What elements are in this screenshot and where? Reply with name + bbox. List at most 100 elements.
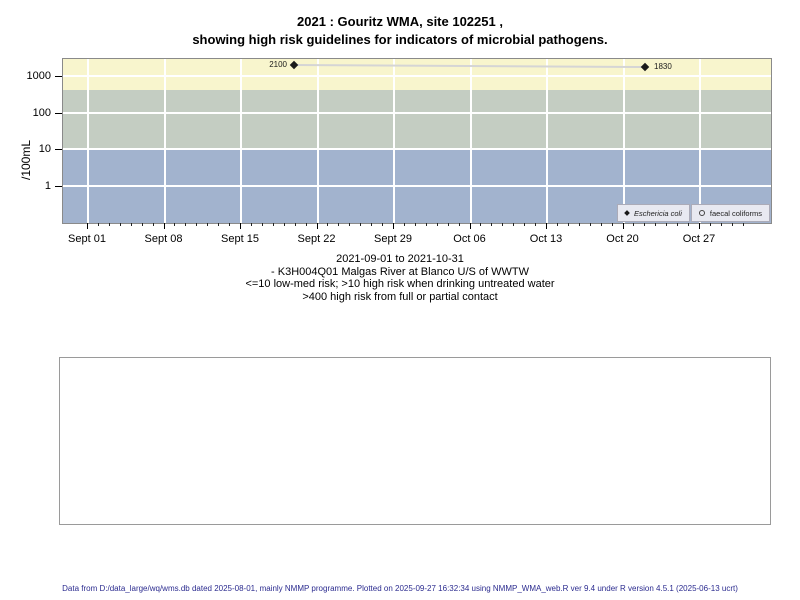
- h-gridline: [63, 185, 771, 187]
- x-minor-tick: [142, 223, 143, 226]
- v-gridline: [546, 59, 548, 223]
- x-major-tick: [240, 223, 241, 229]
- y-axis: 1000 100 10 1: [0, 59, 62, 223]
- x-minor-tick: [480, 223, 481, 226]
- data-point-label-1830: 1830: [654, 62, 680, 71]
- subtitle-date-range: 2021-09-01 to 2021-10-31: [0, 253, 800, 266]
- x-minor-tick: [459, 223, 460, 226]
- v-gridline: [87, 59, 89, 223]
- x-minor-tick: [382, 223, 383, 226]
- x-tick-label: Oct 20: [593, 233, 653, 245]
- subtitle-guideline-drinking: <=10 low-med risk; >10 high risk when dr…: [0, 278, 800, 291]
- x-minor-tick: [535, 223, 536, 226]
- x-tick-label: Sept 08: [134, 233, 194, 245]
- x-minor-tick: [131, 223, 132, 226]
- x-minor-tick: [284, 223, 285, 226]
- x-minor-tick: [721, 223, 722, 226]
- y-tick: [55, 113, 62, 114]
- plot-panel: 2100 1830 Eschericia coli faecal colifor…: [62, 58, 772, 224]
- x-minor-tick: [218, 223, 219, 226]
- x-major-tick: [164, 223, 165, 229]
- x-minor-tick: [448, 223, 449, 226]
- empty-second-panel: [59, 357, 771, 525]
- y-tick-label: 1000: [0, 70, 51, 82]
- x-minor-tick: [120, 223, 121, 226]
- x-minor-tick: [415, 223, 416, 226]
- x-minor-tick: [327, 223, 328, 226]
- x-major-tick: [470, 223, 471, 229]
- legend-label-ecoli: Eschericia coli: [634, 209, 682, 218]
- x-minor-tick: [743, 223, 744, 226]
- x-minor-tick: [590, 223, 591, 226]
- x-major-tick: [393, 223, 394, 229]
- x-minor-tick: [109, 223, 110, 226]
- v-gridline: [317, 59, 319, 223]
- legend-item-faecal-coliforms: faecal coliforms: [691, 204, 770, 222]
- x-major-tick: [623, 223, 624, 229]
- x-tick-label: Sept 29: [363, 233, 423, 245]
- x-tick-label: Sept 15: [210, 233, 270, 245]
- x-tick-label: Oct 13: [516, 233, 576, 245]
- x-tick-label: Oct 27: [669, 233, 729, 245]
- x-minor-tick: [579, 223, 580, 226]
- h-gridline: [63, 112, 771, 114]
- x-major-tick: [546, 223, 547, 229]
- footer-provenance: Data from D:/data_large/wq/wms.db dated …: [0, 584, 800, 593]
- x-minor-tick: [349, 223, 350, 226]
- x-minor-tick: [633, 223, 634, 226]
- x-minor-tick: [174, 223, 175, 226]
- y-tick-label: 1: [0, 180, 51, 192]
- open-circle-icon: [699, 210, 705, 216]
- h-gridline: [63, 75, 771, 77]
- x-minor-tick: [207, 223, 208, 226]
- x-minor-tick: [371, 223, 372, 226]
- subtitle-guideline-contact: >400 high risk from full or partial cont…: [0, 291, 800, 304]
- x-tick-label: Oct 06: [440, 233, 500, 245]
- subtitle-site: - K3H004Q01 Malgas River at Blanco U/S o…: [0, 266, 800, 279]
- x-minor-tick: [306, 223, 307, 226]
- legend-item-ecoli: Eschericia coli: [617, 204, 690, 222]
- x-minor-tick: [360, 223, 361, 226]
- x-minor-tick: [426, 223, 427, 226]
- x-minor-tick: [557, 223, 558, 226]
- x-minor-tick: [732, 223, 733, 226]
- y-tick: [55, 186, 62, 187]
- x-minor-tick: [295, 223, 296, 226]
- legend: Eschericia coli faecal coliforms: [617, 204, 770, 222]
- legend-label-faecal-coliforms: faecal coliforms: [710, 209, 762, 218]
- x-major-tick: [317, 223, 318, 229]
- x-axis: Sept 01Sept 08Sept 15Sept 22Sept 29Oct 0…: [62, 223, 771, 249]
- chart-title-line2: showing high risk guidelines for indicat…: [0, 31, 800, 49]
- x-minor-tick: [568, 223, 569, 226]
- chart-title-line1: 2021 : Gouritz WMA, site 102251 ,: [0, 13, 800, 31]
- x-minor-tick: [666, 223, 667, 226]
- x-major-tick: [699, 223, 700, 229]
- x-minor-tick: [513, 223, 514, 226]
- x-minor-tick: [524, 223, 525, 226]
- x-tick-label: Sept 01: [57, 233, 117, 245]
- x-minor-tick: [153, 223, 154, 226]
- x-tick-label: Sept 22: [287, 233, 347, 245]
- y-tick-label: 100: [0, 107, 51, 119]
- v-gridline: [623, 59, 625, 223]
- x-minor-tick: [185, 223, 186, 226]
- y-tick: [55, 76, 62, 77]
- x-major-tick: [87, 223, 88, 229]
- v-gridline: [470, 59, 472, 223]
- x-minor-tick: [262, 223, 263, 226]
- x-minor-tick: [644, 223, 645, 226]
- filled-diamond-icon: [624, 210, 630, 216]
- x-minor-tick: [502, 223, 503, 226]
- x-minor-tick: [655, 223, 656, 226]
- x-minor-tick: [338, 223, 339, 226]
- x-minor-tick: [273, 223, 274, 226]
- x-minor-tick: [491, 223, 492, 226]
- data-point-label-2100: 2100: [261, 60, 287, 69]
- risk-band-drinking: [63, 90, 771, 149]
- v-gridline: [699, 59, 701, 223]
- chart-title: 2021 : Gouritz WMA, site 102251 , showin…: [0, 13, 800, 49]
- h-gridline: [63, 148, 771, 150]
- x-minor-tick: [437, 223, 438, 226]
- y-tick-label: 10: [0, 143, 51, 155]
- v-gridline: [240, 59, 242, 223]
